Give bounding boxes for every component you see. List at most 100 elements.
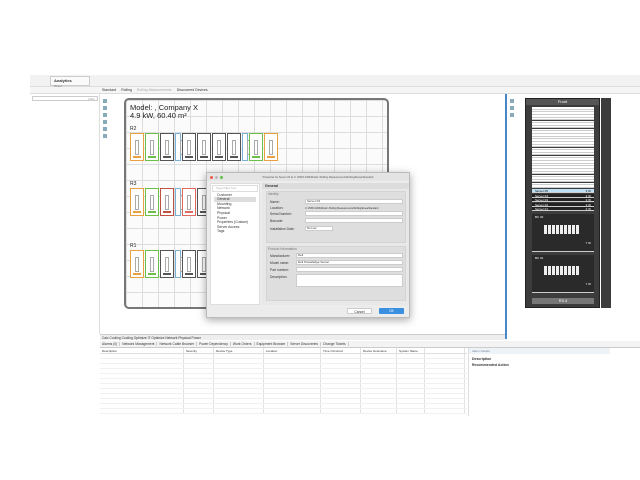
rack[interactable] [145, 250, 159, 278]
nav-item[interactable]: Tags [217, 229, 225, 234]
rack-unit[interactable] [532, 185, 594, 188]
rack-unit[interactable] [532, 166, 594, 169]
rack-unit[interactable] [532, 131, 594, 134]
rack-unit[interactable] [532, 158, 594, 161]
nav-item[interactable]: Physical [217, 210, 231, 215]
tool-icon[interactable] [103, 120, 107, 124]
rack[interactable] [160, 250, 174, 278]
tab-rolling-measurements[interactable]: Rolling Measurements [136, 88, 172, 92]
rack[interactable] [160, 188, 174, 216]
manufacturer-field[interactable]: Dell [296, 253, 403, 258]
tab-standard[interactable]: Standard [102, 88, 117, 92]
rack[interactable] [175, 250, 184, 278]
rack-unit[interactable] [532, 123, 594, 126]
install-date-field[interactable]: Not set [305, 226, 333, 231]
rack[interactable] [197, 133, 211, 161]
rack-unit[interactable] [532, 142, 594, 145]
rack[interactable] [130, 133, 144, 161]
tool-icon[interactable] [103, 127, 107, 131]
rack[interactable] [242, 133, 251, 161]
barcode-field[interactable] [305, 218, 403, 223]
rack-unit[interactable] [532, 161, 594, 164]
nav-item[interactable]: General [214, 197, 256, 202]
rack[interactable] [182, 133, 196, 161]
alarm-tab[interactable]: Alarms (0) [100, 342, 121, 346]
column-header[interactable]: Severity [184, 348, 214, 353]
nav-item[interactable]: Properties (Custom) [217, 220, 249, 225]
column-header[interactable]: Time Occurred [321, 348, 361, 353]
part-field[interactable] [296, 267, 403, 272]
rack-unit[interactable] [532, 112, 594, 115]
rack[interactable] [130, 188, 144, 216]
nav-item[interactable]: Mounting [217, 201, 232, 206]
nav-item[interactable]: Customer [217, 192, 233, 197]
tool-icon[interactable] [103, 99, 107, 103]
rack-unit[interactable] [532, 177, 594, 180]
description-field[interactable] [296, 274, 403, 287]
model-field[interactable]: Dell PowerEdge Server [296, 260, 403, 265]
column-header[interactable]: Device Type [214, 348, 264, 353]
column-header[interactable]: System Name [397, 348, 425, 353]
rack-unit[interactable] [532, 115, 594, 118]
alarm-tab[interactable]: Work Orders [230, 342, 255, 346]
filter-input[interactable]: Filter [32, 96, 98, 101]
rack-unit[interactable] [532, 171, 594, 175]
minimize-icon[interactable] [215, 175, 218, 179]
nav-item[interactable]: Network [217, 206, 230, 211]
rack[interactable] [249, 133, 263, 161]
rack-unit[interactable] [532, 144, 594, 148]
splitter[interactable] [505, 94, 507, 339]
tool-icon[interactable] [103, 113, 107, 117]
rack[interactable] [212, 133, 226, 161]
rack-unit[interactable] [532, 174, 594, 178]
rack-unit[interactable] [532, 109, 594, 113]
server-unit[interactable]: Server 03 3 W [532, 198, 594, 202]
rack[interactable] [145, 133, 159, 161]
rack-unit[interactable] [532, 182, 594, 186]
rack[interactable] [182, 188, 196, 216]
tool-icon[interactable] [103, 106, 107, 110]
nav-item[interactable]: Power [217, 215, 227, 220]
alarm-tab[interactable]: Network Cable Browser [157, 342, 198, 346]
rack-unit[interactable] [532, 169, 594, 172]
rack[interactable] [182, 250, 196, 278]
alarm-tab[interactable]: Change Tickets [320, 342, 349, 346]
rack[interactable] [264, 133, 278, 161]
name-field[interactable]: Server 03 [305, 199, 403, 204]
rack-view-2[interactable] [601, 98, 611, 308]
server-unit[interactable]: Server 04 3 W [532, 193, 594, 198]
nav-filter[interactable]: Type Filter Text [212, 185, 258, 192]
serial-field[interactable] [305, 211, 403, 216]
alarm-tab[interactable]: Server Discoveries [288, 342, 321, 346]
analysis-tabs[interactable]: Calc Cooling Cooling Optimize IT Optimiz… [100, 334, 505, 340]
rack[interactable] [175, 133, 184, 161]
tab-rolling[interactable]: Rolling [121, 88, 132, 92]
column-header[interactable]: Description [100, 348, 184, 353]
rack-unit[interactable] [532, 155, 594, 159]
tool-icon[interactable] [510, 99, 514, 103]
rack-unit[interactable] [532, 179, 594, 183]
rack-unit[interactable] [532, 152, 594, 156]
rack-unit[interactable] [532, 128, 594, 132]
tool-icon[interactable] [103, 134, 107, 138]
alarm-tab[interactable]: Power Dependency [197, 342, 231, 346]
rack-unit[interactable] [532, 147, 594, 151]
rack-unit[interactable] [532, 117, 594, 121]
alarm-tab[interactable]: Equipment Browser [254, 342, 289, 346]
rack[interactable] [227, 133, 241, 161]
rack[interactable] [175, 188, 184, 216]
close-icon[interactable] [210, 175, 213, 179]
rack-unit[interactable] [532, 150, 594, 153]
rack-unit[interactable] [532, 125, 594, 129]
blade-chassis[interactable]: BC 01 7 W [532, 255, 594, 293]
server-unit[interactable]: Server 01 3 W [532, 207, 594, 211]
server-unit[interactable]: Server 05 3 W [532, 189, 594, 193]
rack[interactable] [160, 133, 174, 161]
tab-discovered-devices[interactable]: Discovered Devices [176, 88, 208, 92]
column-header[interactable] [425, 348, 465, 353]
nav-item[interactable]: Server Access [217, 224, 240, 229]
rack-front-view[interactable]: Front R3.4 Server 05 3 W Server 04 3 W Serve… [525, 98, 600, 308]
blade-chassis[interactable]: BC 02 7 W [532, 214, 594, 252]
rack[interactable] [130, 250, 144, 278]
alarm-tab[interactable]: Network Management [120, 342, 158, 346]
